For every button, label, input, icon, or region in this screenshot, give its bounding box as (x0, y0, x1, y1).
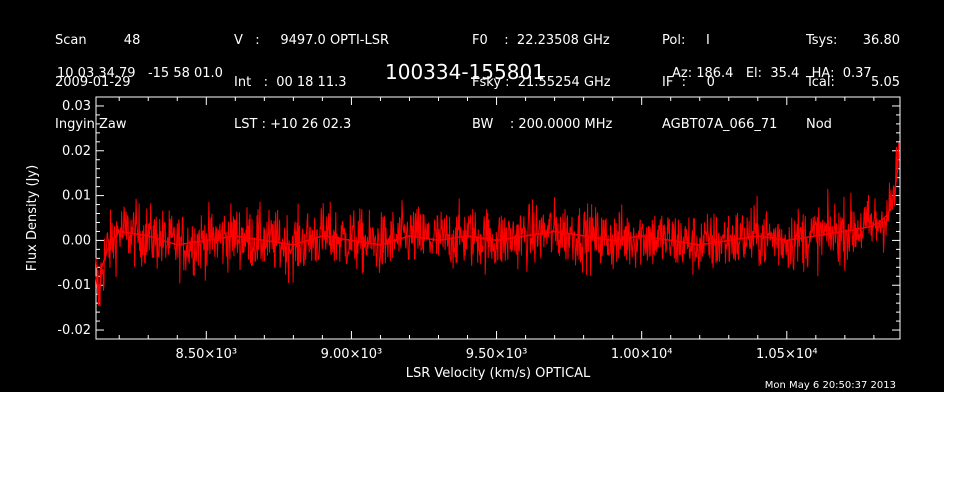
header-col-scan: Scan 48 2009-01-29 Ingyin Zaw (55, 6, 140, 160)
spectrum-chart: 8.50×10³ 9.00×10³ 9.50×10³ 1.00×10⁴ 1.05×10⁴… (25, 96, 901, 391)
y-tick-label: 0.00 (62, 233, 91, 248)
x-tick-label: 9.00×10³ (321, 347, 383, 362)
integration-text: Int : 00 18 11.3 (234, 75, 347, 90)
tcal-value: 5.05 (871, 75, 900, 90)
header-col-velocity: V : 9497.0 OPTI-LSR Int : 00 18 11.3 LST… (234, 6, 389, 160)
spectrum-series-line (95, 142, 899, 307)
y-axis-title: Flux Density (Jy) (25, 165, 40, 271)
header-col-frequency: F0 : 22.23508 GHz Fsky : 21.55254 GHz BW… (472, 6, 612, 160)
y-tick-label: -0.02 (57, 323, 91, 338)
observer-text: Ingyin Zaw (55, 117, 127, 132)
scan-text: Scan 48 (55, 33, 141, 48)
timestamp-text: Mon May 6 20:50:37 2013 (765, 380, 896, 391)
x-tick-label: 1.05×10⁴ (756, 347, 818, 362)
az-el-ha-text: Az: 186.4 El: 35.4 HA: 0.37 (672, 66, 872, 81)
lst-text: LST : +10 26 02.3 (234, 117, 352, 132)
y-tick-label: 0.02 (62, 144, 91, 159)
nod-text: Nod (806, 117, 832, 132)
x-tick-label: 1.00×10⁴ (611, 347, 673, 362)
if-text: IF : 0 (662, 75, 715, 90)
pol-text: Pol: I (662, 33, 710, 48)
bandwidth-text: BW : 200.0000 MHz (472, 117, 613, 132)
header-col-tsys: Tsys: Tcal: Nod (806, 6, 837, 160)
coordinates-text: 10 03 34.79 -15 58 01.0 (57, 66, 223, 81)
tsys-value: 36.80 (862, 33, 900, 48)
date-text: 2009-01-29 (55, 75, 131, 90)
x-tick-label: 9.50×10³ (466, 347, 528, 362)
axis-ticks (96, 97, 900, 339)
velocity-text: V : 9497.0 OPTI-LSR (234, 33, 390, 48)
header-col-pol: Pol: I IF : 0 AGBT07A_066_71 (662, 6, 777, 160)
series-group (95, 142, 900, 307)
y-tick-label: -0.01 (57, 278, 91, 293)
tcal-label: Tcal: (806, 75, 835, 90)
header-col-tsys-values: 36.80 5.05 (846, 6, 900, 118)
project-text: AGBT07A_066_71 (662, 117, 778, 132)
x-tick-label: 8.50×10³ (175, 347, 237, 362)
y-tick-label: 0.01 (62, 189, 91, 204)
axis-tick-labels: 8.50×10³ 9.00×10³ 9.50×10³ 1.00×10⁴ 1.05×10⁴… (57, 99, 817, 362)
source-name: 100334-155801 (385, 60, 545, 84)
y-tick-label: 0.03 (62, 99, 91, 114)
fsky-text: Fsky : 21.55254 GHz (472, 75, 611, 90)
f0-text: F0 : 22.23508 GHz (472, 33, 610, 48)
x-axis-title: LSR Velocity (km/s) OPTICAL (406, 366, 591, 381)
plot-window: Scan 48 2009-01-29 Ingyin Zaw V : 9497.0… (0, 0, 944, 392)
tsys-label: Tsys: (806, 33, 838, 48)
plot-frame (95, 96, 901, 340)
